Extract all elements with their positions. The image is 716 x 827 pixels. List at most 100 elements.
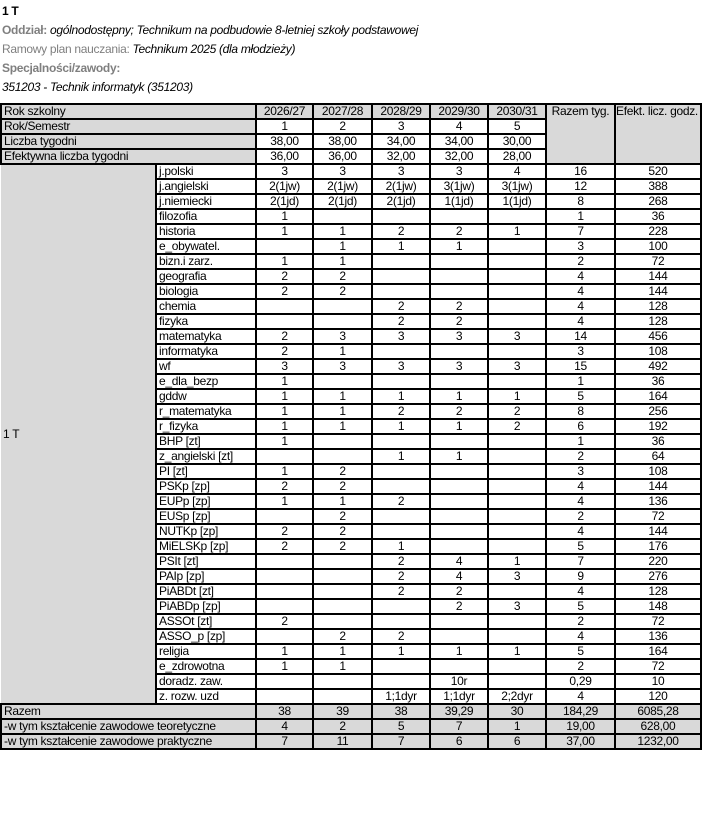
efekt-cell: 148	[614, 598, 702, 615]
footer-cell: 30	[487, 703, 547, 720]
hours-cell	[312, 688, 373, 705]
razem-cell: 4	[545, 268, 616, 285]
hours-cell	[429, 373, 489, 390]
hours-cell	[312, 208, 373, 225]
hours-cell	[312, 568, 373, 585]
hours-cell: 3	[487, 358, 547, 375]
teaching-plan-table: Rok szkolny 2026/27 2027/28 2028/29 2029/30 2…	[0, 103, 702, 750]
hours-cell	[487, 373, 547, 390]
hours-cell	[487, 313, 547, 330]
subject-name: historia	[155, 223, 257, 240]
subject-row: wf 3 3 3 3 3 15 492	[1, 358, 702, 375]
hours-cell: 2	[371, 583, 431, 600]
footer-cell: 2	[312, 718, 373, 735]
efekt-cell: 100	[614, 238, 702, 255]
hours-cell: 3(1jw)	[487, 178, 547, 195]
hours-cell	[429, 433, 489, 450]
razem-tyg-header: Razem tyg.	[545, 103, 616, 165]
subject-name: filozofia	[155, 208, 257, 225]
efekt-cell: 128	[614, 583, 702, 600]
subject-name: PSKp [zp]	[155, 478, 257, 495]
hours-cell	[312, 673, 373, 690]
subject-name: chemia	[155, 298, 257, 315]
header-cell: 3	[371, 118, 431, 135]
hours-cell: 1	[429, 418, 489, 435]
hours-cell: 3	[371, 358, 431, 375]
subject-name: j.angielski	[155, 178, 257, 195]
efekt-cell: 108	[614, 343, 702, 360]
footer-cell: 11	[312, 733, 373, 750]
hours-cell: 2(1jd)	[312, 193, 373, 210]
hours-cell	[312, 298, 373, 315]
efekt-cell: 36	[614, 208, 702, 225]
hours-cell: 1	[312, 418, 373, 435]
subject-name: e_zdrowotna	[155, 658, 257, 675]
hours-cell: 2	[255, 478, 314, 495]
footer-efekt: 1232,00	[614, 733, 702, 750]
efekt-cell: 64	[614, 448, 702, 465]
efekt-cell: 144	[614, 523, 702, 540]
hours-cell: 10r	[429, 673, 489, 690]
hours-cell: 1	[371, 538, 431, 555]
footer-row: Razem 38 39 38 39,29 30 184,29 6085,28	[0, 703, 702, 720]
razem-cell: 16	[545, 163, 616, 180]
hours-cell: 2	[255, 283, 314, 300]
efekt-cell: 72	[614, 658, 702, 675]
header-cell: 1	[255, 118, 314, 135]
hours-cell: 1	[312, 388, 373, 405]
efekt-cell: 164	[614, 388, 702, 405]
hours-cell: 2	[255, 268, 314, 285]
hours-cell	[487, 448, 547, 465]
footer-cell: 38	[371, 703, 431, 720]
header-row: Liczba tygodni 38,00 38,00 34,00 34,00 30,00	[0, 133, 701, 150]
header-cell: 34,00	[429, 133, 489, 150]
hours-cell	[487, 538, 547, 555]
subject-row: r_matematyka 1 1 2 2 2 8 256	[1, 403, 702, 420]
razem-cell: 0,29	[545, 673, 616, 690]
hours-cell	[429, 658, 489, 675]
hours-cell: 2	[255, 328, 314, 345]
hours-cell: 2	[487, 418, 547, 435]
razem-cell: 4	[545, 298, 616, 315]
hours-cell	[255, 313, 314, 330]
efekt-cell: 128	[614, 298, 702, 315]
hours-cell	[312, 448, 373, 465]
subject-row: chemia 2 2 4 128	[1, 298, 702, 315]
header-cell: 2	[312, 118, 373, 135]
subject-row: filozofia 1 1 36	[1, 208, 702, 225]
hours-cell: 1	[255, 493, 314, 510]
razem-cell: 5	[545, 598, 616, 615]
hours-cell	[371, 268, 431, 285]
hours-cell	[255, 448, 314, 465]
efekt-cell: 192	[614, 418, 702, 435]
hours-cell: 1	[371, 448, 431, 465]
hours-cell: 1(1jd)	[487, 193, 547, 210]
razem-cell: 7	[545, 223, 616, 240]
hours-cell	[371, 613, 431, 630]
hours-cell: 2;2dyr	[487, 688, 547, 705]
hours-cell: 2	[429, 223, 489, 240]
efekt-cell: 108	[614, 463, 702, 480]
razem-cell: 8	[545, 403, 616, 420]
hours-cell: 2	[371, 493, 431, 510]
footer-cell: 4	[255, 718, 314, 735]
footer-cell: 7	[429, 718, 489, 735]
subject-row: PI [zt] 1 2 3 108	[1, 463, 702, 480]
hours-cell: 3	[312, 358, 373, 375]
hours-cell	[487, 268, 547, 285]
subject-row: z_angielski [zt] 1 1 2 64	[1, 448, 702, 465]
hours-cell: 1(1jd)	[429, 193, 489, 210]
hours-cell: 2	[429, 403, 489, 420]
razem-cell: 1	[545, 433, 616, 450]
hours-cell: 2	[371, 313, 431, 330]
hours-cell	[429, 538, 489, 555]
efekt-cell: 388	[614, 178, 702, 195]
footer-cell: 6	[487, 733, 547, 750]
hours-cell: 1;1dyr	[429, 688, 489, 705]
plan-label: Ramowy plan nauczania:	[2, 42, 130, 56]
oddzial-label: Oddział:	[2, 23, 47, 37]
subject-row: e_dla_bezp 1 1 36	[1, 373, 702, 390]
razem-cell: 4	[545, 478, 616, 495]
hours-cell: 3	[371, 163, 431, 180]
hours-cell	[429, 493, 489, 510]
